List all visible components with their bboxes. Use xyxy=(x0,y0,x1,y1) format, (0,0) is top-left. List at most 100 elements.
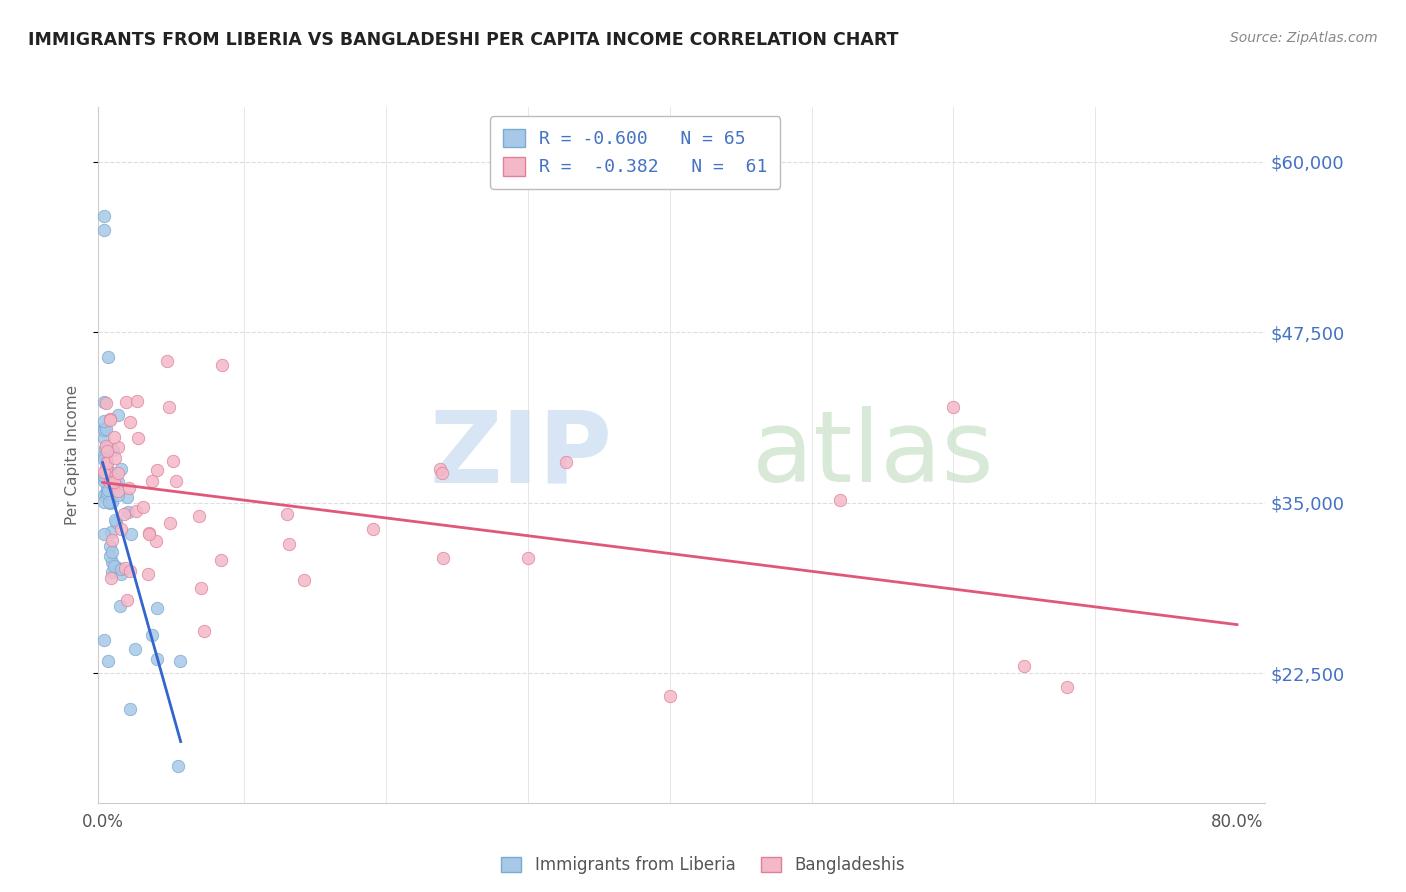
Legend: Immigrants from Liberia, Bangladeshis: Immigrants from Liberia, Bangladeshis xyxy=(496,851,910,880)
Legend: R = -0.600   N = 65, R =  -0.382   N =  61: R = -0.600 N = 65, R = -0.382 N = 61 xyxy=(491,116,780,189)
Point xyxy=(193,624,215,638)
Point xyxy=(94,439,117,453)
Point xyxy=(93,469,115,483)
Point xyxy=(188,509,211,524)
Point xyxy=(96,466,118,480)
Point xyxy=(100,524,122,539)
Point xyxy=(98,549,121,563)
Y-axis label: Per Capita Income: Per Capita Income xyxy=(65,384,80,525)
Point xyxy=(105,515,128,529)
Point xyxy=(93,466,115,480)
Point xyxy=(429,462,451,476)
Point xyxy=(93,495,115,509)
Point xyxy=(93,474,115,488)
Point xyxy=(104,477,127,491)
Point xyxy=(117,490,139,504)
Point xyxy=(118,481,141,495)
Point xyxy=(107,409,129,423)
Point xyxy=(110,567,132,582)
Point xyxy=(103,482,125,496)
Point xyxy=(96,456,118,470)
Point xyxy=(211,358,233,372)
Point xyxy=(93,448,115,462)
Point xyxy=(101,533,124,548)
Point xyxy=(828,493,851,508)
Point xyxy=(141,474,163,488)
Point xyxy=(104,559,127,574)
Point xyxy=(93,394,115,409)
Point xyxy=(107,466,129,480)
Point xyxy=(97,654,120,668)
Point xyxy=(97,494,120,508)
Point xyxy=(138,526,160,541)
Point xyxy=(98,469,121,483)
Point xyxy=(430,466,453,480)
Point xyxy=(93,223,115,237)
Point xyxy=(103,443,125,458)
Point xyxy=(117,593,139,607)
Point xyxy=(104,450,127,465)
Text: ZIP: ZIP xyxy=(429,407,612,503)
Point xyxy=(162,454,184,468)
Point xyxy=(107,440,129,454)
Point xyxy=(94,395,117,409)
Point xyxy=(146,652,169,666)
Point xyxy=(98,487,121,501)
Point xyxy=(93,423,115,437)
Point xyxy=(94,422,117,436)
Point xyxy=(93,441,115,455)
Point xyxy=(93,632,115,647)
Point xyxy=(93,209,115,223)
Point xyxy=(94,449,117,463)
Point xyxy=(277,537,299,551)
Point xyxy=(93,414,115,428)
Point xyxy=(125,504,148,518)
Text: Source: ZipAtlas.com: Source: ZipAtlas.com xyxy=(1230,31,1378,45)
Point xyxy=(292,573,315,587)
Text: atlas: atlas xyxy=(752,407,994,503)
Point xyxy=(167,758,190,772)
Point xyxy=(93,488,115,502)
Point xyxy=(97,483,120,498)
Point xyxy=(96,486,118,500)
Point xyxy=(93,527,115,541)
Point xyxy=(145,462,167,476)
Point xyxy=(159,516,181,531)
Point xyxy=(104,512,127,526)
Point xyxy=(103,430,125,444)
Point xyxy=(98,496,121,510)
Point xyxy=(94,467,117,482)
Point xyxy=(107,488,129,502)
Point xyxy=(115,395,138,409)
Point xyxy=(118,415,141,429)
Point xyxy=(658,689,681,703)
Point xyxy=(169,654,191,668)
Point xyxy=(100,555,122,569)
Point xyxy=(94,490,117,504)
Point xyxy=(127,431,149,445)
Point xyxy=(361,522,384,536)
Point xyxy=(94,461,117,475)
Point xyxy=(132,500,155,514)
Point xyxy=(276,508,298,522)
Point xyxy=(98,466,121,480)
Point xyxy=(96,444,118,458)
Point xyxy=(1056,680,1078,694)
Point xyxy=(110,462,132,476)
Point xyxy=(103,475,125,489)
Point xyxy=(141,627,163,641)
Point xyxy=(156,354,179,368)
Point xyxy=(93,431,115,445)
Point xyxy=(93,421,115,435)
Point xyxy=(517,551,540,566)
Point xyxy=(136,566,159,581)
Point xyxy=(1014,659,1036,673)
Point xyxy=(138,525,160,540)
Point xyxy=(554,455,576,469)
Point xyxy=(108,599,131,614)
Point xyxy=(100,539,122,553)
Point xyxy=(117,505,139,519)
Point xyxy=(96,455,118,469)
Point xyxy=(432,550,454,565)
Point xyxy=(101,545,124,559)
